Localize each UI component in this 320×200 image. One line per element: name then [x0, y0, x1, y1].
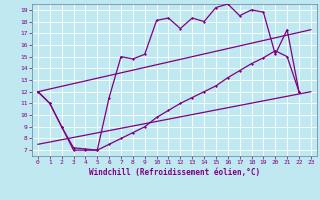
X-axis label: Windchill (Refroidissement éolien,°C): Windchill (Refroidissement éolien,°C)	[89, 168, 260, 177]
